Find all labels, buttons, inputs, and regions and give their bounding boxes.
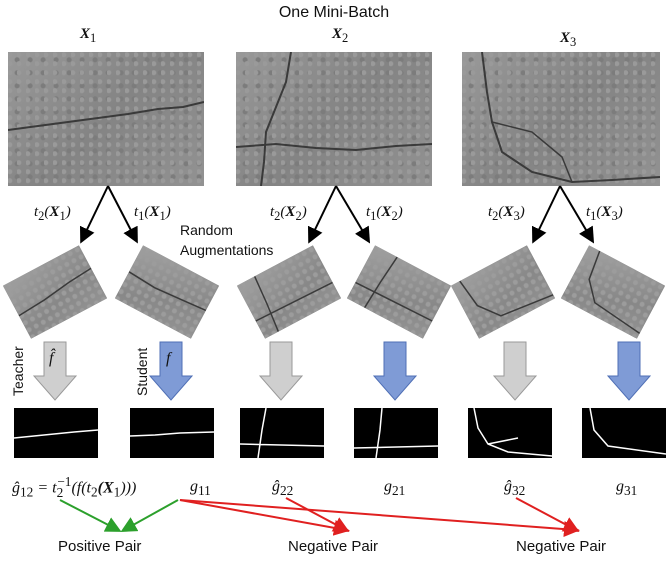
negative-pair-arrow-2a: [179, 499, 580, 538]
teacher-arrow-3: [492, 341, 538, 401]
student-arrow-3: [606, 341, 652, 401]
augmented-image-1: [2, 245, 108, 339]
student-function-symbol: f: [166, 350, 171, 367]
input-image-x1: [8, 52, 204, 186]
output-label-g22: ĝ22: [272, 478, 294, 499]
transform-label-6: t1(X3): [586, 204, 623, 223]
output-label-g21: g21: [384, 478, 406, 499]
output-mask-g12: [13, 408, 99, 458]
output-mask-g22: [239, 407, 325, 459]
output-mask-g32: [468, 407, 553, 458]
augmented-image-5: [450, 245, 556, 339]
output-mask-g21: [353, 407, 439, 459]
augmented-image-3: [236, 245, 342, 339]
input-image-x3: [462, 52, 660, 186]
negative-pair-caption-2: Negative Pair: [516, 538, 607, 555]
negative-pair-caption-1: Negative Pair: [288, 538, 379, 555]
input-image-x2: [236, 52, 432, 186]
student-arrow-1: [148, 341, 194, 401]
student-arrow-2: [372, 341, 418, 401]
positive-pair-arrow-right: [120, 499, 179, 532]
diagram-title: One Mini-Batch: [278, 4, 390, 21]
negative-pair-arrow-2b: [515, 497, 580, 532]
random-augmentations-line2: Augmentations: [180, 242, 274, 258]
augmented-image-2: [114, 245, 220, 339]
positive-pair-arrow-left: [59, 499, 122, 532]
output-mask-g11: [129, 408, 215, 458]
input-label-x3: X3: [560, 30, 577, 49]
transform-label-3: t2(X2): [270, 204, 307, 223]
output-mask-g31: [582, 407, 667, 458]
negative-pair-arrow-1a: [179, 499, 350, 536]
transform-label-1: t2(X1): [34, 204, 71, 223]
positive-pair-caption: Positive Pair: [58, 538, 142, 555]
output-label-g31: g31: [616, 478, 638, 499]
teacher-function-symbol: f̂: [49, 350, 54, 367]
input-label-x1: X1: [80, 26, 97, 45]
input-label-x2: X2: [332, 26, 349, 45]
output-label-g12-formula: ĝ12 = t2−1(f(t2(X1))): [12, 474, 137, 500]
augmented-image-6: [560, 245, 666, 339]
output-label-g11: g11: [190, 478, 211, 499]
negative-pair-arrow-1b: [285, 497, 350, 532]
output-label-g32: ĝ32: [504, 478, 526, 499]
transform-label-5: t2(X3): [488, 204, 525, 223]
teacher-arrow-1: [32, 341, 78, 401]
random-augmentations-line1: Random: [180, 222, 233, 238]
teacher-arrow-2: [258, 341, 304, 401]
transform-label-2: t1(X1): [134, 204, 171, 223]
augmented-image-4: [346, 245, 452, 339]
transform-label-4: t1(X2): [366, 204, 403, 223]
